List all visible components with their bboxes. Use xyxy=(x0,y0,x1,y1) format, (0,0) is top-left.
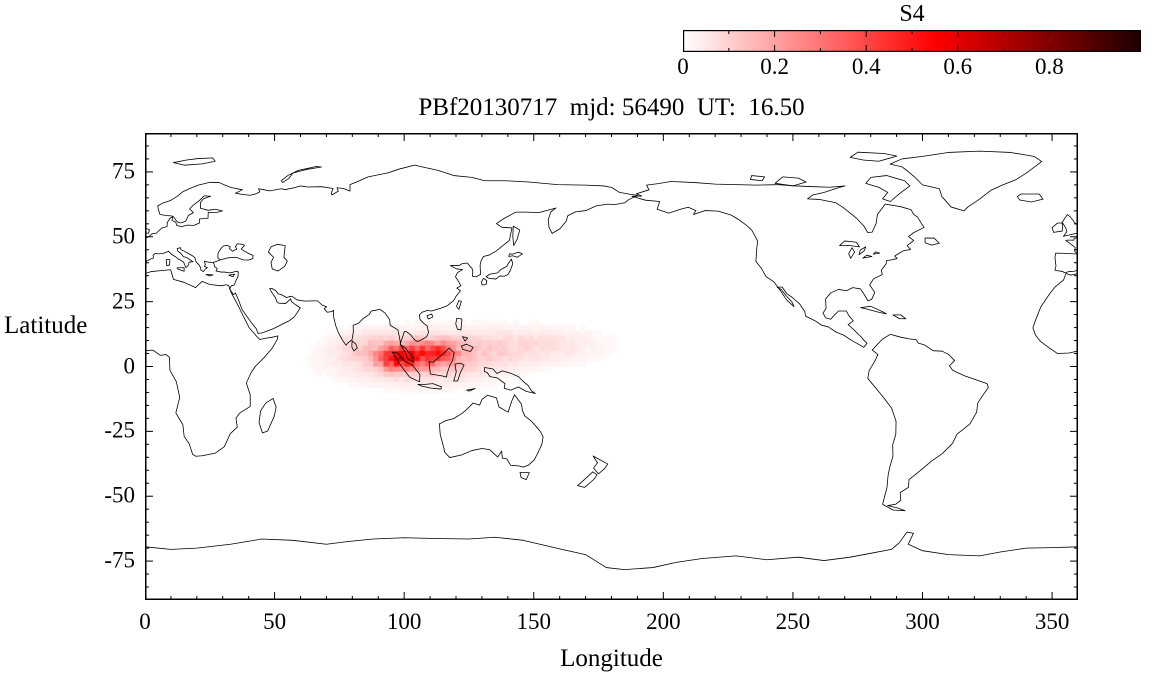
colorbar-ticks xyxy=(683,30,1141,52)
x-tick-label: 350 xyxy=(1034,609,1070,634)
x-tick-label: 150 xyxy=(516,609,552,634)
y-tick-label: -25 xyxy=(104,417,135,443)
colorbar-gradient xyxy=(683,30,1141,52)
y-tick-label: -50 xyxy=(104,482,135,508)
y-tick-label: 25 xyxy=(112,288,135,314)
y-axis-label: Latitude xyxy=(4,312,88,339)
x-tick-label: 50 xyxy=(263,609,287,634)
x-tick-label: 100 xyxy=(386,609,422,634)
x-tick-label: 200 xyxy=(646,609,681,634)
plot-title: PBf20130717 mjd: 56490 UT: 16.50 xyxy=(418,94,805,121)
map-plot-area xyxy=(145,133,1078,600)
y-tick-label: -75 xyxy=(104,547,135,573)
colorbar-title: S4 xyxy=(899,1,925,27)
colorbar-tick-label: 0.8 xyxy=(1035,54,1064,79)
colorbar-tick-label: 0.6 xyxy=(943,54,973,79)
x-tick-label: 300 xyxy=(905,609,940,634)
y-tick-label: 50 xyxy=(112,223,135,249)
y-tick-label: 0 xyxy=(123,352,136,378)
colorbar-tick-label: 0.2 xyxy=(760,54,789,79)
x-tick-label: 250 xyxy=(775,609,811,634)
x-tick-label: 0 xyxy=(139,609,151,634)
plot-frame-and-ticks xyxy=(145,133,1078,600)
colorbar-tick-label: 0.4 xyxy=(851,54,881,79)
heatmap-layer xyxy=(145,133,1078,600)
y-tick-label: 75 xyxy=(112,158,135,184)
coastlines-layer xyxy=(145,133,1078,600)
colorbar-tick-label: 0 xyxy=(677,54,689,79)
x-axis-label: Longitude xyxy=(560,645,663,672)
